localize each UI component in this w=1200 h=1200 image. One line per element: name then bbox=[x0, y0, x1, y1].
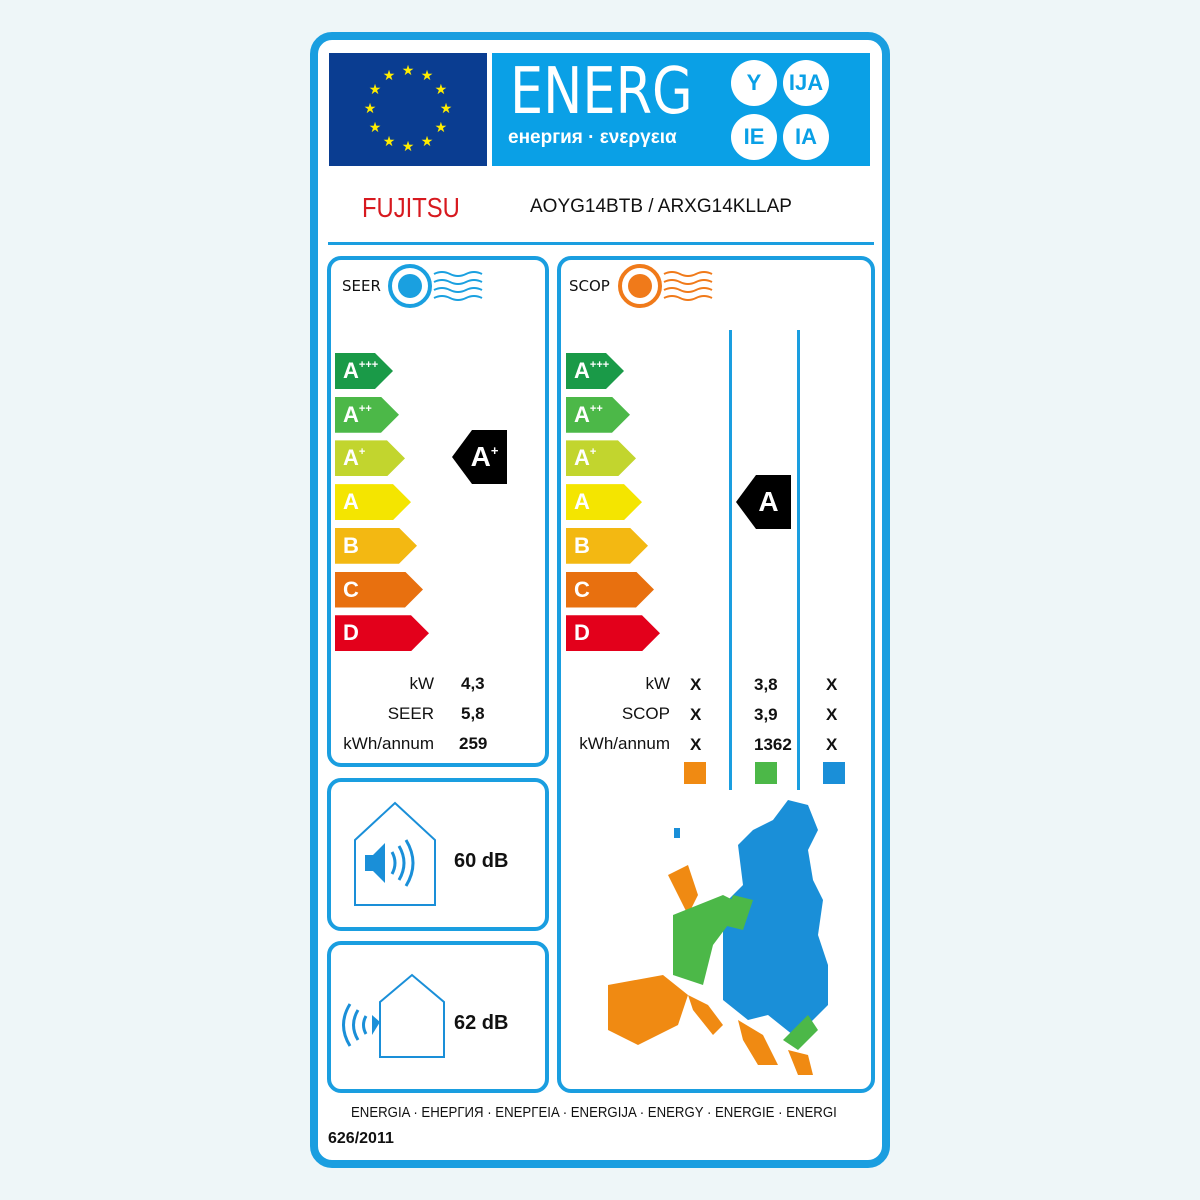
class-sup: + bbox=[589, 446, 597, 459]
scop-title: SCOP bbox=[569, 277, 610, 295]
class-label: A bbox=[574, 445, 590, 471]
class-label: D bbox=[574, 620, 590, 646]
model-number: AOYG14BTB / ARXG14KLLAP bbox=[530, 196, 792, 217]
suffix-ija: IJA bbox=[783, 60, 829, 106]
outdoor-sound-value: 62 dB bbox=[454, 1012, 509, 1034]
suffix-ie: IE bbox=[731, 114, 777, 160]
scop-row-value: X bbox=[690, 675, 702, 694]
scop-row-value: X bbox=[690, 735, 702, 754]
seer-annum-label: kWh/annum bbox=[343, 734, 434, 753]
zone-colder-swatch bbox=[684, 762, 706, 784]
footer-languages: ENERGIA · ЕНЕРГИЯ · ΕΝΕΡΓΕΙΑ · ENERGIJA … bbox=[351, 1104, 837, 1121]
seer-annum-value: 259 bbox=[459, 734, 488, 753]
zone-divider bbox=[797, 330, 800, 790]
seer-rating: A bbox=[470, 441, 491, 472]
star-icon: ★ bbox=[402, 63, 415, 79]
class-sup: ++ bbox=[589, 402, 603, 415]
scop-class-arrow: C bbox=[566, 572, 654, 608]
seer-class-arrow: A bbox=[335, 484, 411, 520]
scop-rating: A bbox=[758, 486, 779, 517]
indoor-sound-value: 60 dB bbox=[454, 850, 509, 872]
eu-stars-icon: ★ ★★★★★★★★★★★ bbox=[364, 63, 453, 155]
scop-class-arrow: B bbox=[566, 528, 648, 564]
seer-title: SEER bbox=[342, 277, 381, 295]
seer-seer-value: 5,8 bbox=[461, 704, 485, 723]
europe-climate-map bbox=[608, 800, 828, 1075]
star-icon: ★ bbox=[383, 68, 396, 84]
eu-flag: ★ ★ ★ ★ ★ ★ ★ ★ ★ ★ ★ ★ bbox=[329, 53, 487, 166]
seer-seer-label: SEER bbox=[387, 704, 434, 723]
star-icon: ★ bbox=[402, 139, 415, 155]
scop-row-value: X bbox=[826, 705, 838, 724]
seer-class-arrow: B bbox=[335, 528, 417, 564]
scop-row-label: SCOP bbox=[621, 704, 670, 723]
energy-subtitle: енергия · ενεργεια bbox=[508, 127, 677, 148]
suffix-y: Y bbox=[731, 60, 777, 106]
scop-class-arrow: A bbox=[566, 484, 642, 520]
scop-row-label: kWh/annum bbox=[579, 734, 670, 753]
zone-warmer-swatch bbox=[823, 762, 845, 784]
class-label: C bbox=[343, 576, 359, 602]
class-label: A bbox=[574, 358, 590, 383]
star-icon: ★ bbox=[369, 120, 382, 136]
class-label: D bbox=[343, 620, 359, 646]
star-icon: ★ bbox=[364, 101, 377, 117]
star-icon: ★ bbox=[440, 101, 453, 117]
indoor-speaker-icon bbox=[354, 801, 436, 906]
outdoor-sound-icon bbox=[342, 973, 445, 1058]
class-label: A bbox=[343, 358, 359, 383]
scop-row-value: X bbox=[690, 705, 702, 724]
class-label: A bbox=[343, 445, 359, 471]
class-sup: + bbox=[358, 446, 366, 459]
heating-fan-icon bbox=[618, 264, 713, 308]
zone-divider bbox=[729, 330, 732, 790]
zone-average-swatch bbox=[755, 762, 777, 784]
star-icon: ★ bbox=[369, 82, 382, 98]
class-label: A bbox=[343, 401, 359, 427]
star-icon: ★ bbox=[383, 134, 396, 150]
star-icon: ★ bbox=[435, 82, 448, 98]
class-label: A bbox=[574, 401, 590, 427]
suffix-ia: IA bbox=[783, 114, 829, 160]
class-sup: +++ bbox=[589, 359, 610, 371]
brand-logo: FUJITSU bbox=[362, 192, 460, 223]
scop-row-value: 3,9 bbox=[754, 705, 778, 724]
scop-class-arrow: D bbox=[566, 615, 660, 651]
class-label: B bbox=[343, 532, 359, 558]
seer-class-arrow: D bbox=[335, 615, 429, 651]
seer-kw-value: 4,3 bbox=[461, 674, 485, 693]
scop-row-label: kW bbox=[645, 674, 670, 693]
class-label: B bbox=[574, 532, 590, 558]
class-label: A bbox=[574, 489, 590, 515]
class-label: A bbox=[343, 489, 359, 515]
seer-rating-sup: + bbox=[490, 442, 499, 458]
seer-class-arrow: C bbox=[335, 572, 423, 608]
scop-row-value: X bbox=[826, 675, 838, 694]
seer-kw-label: kW bbox=[409, 674, 434, 693]
regulation-number: 626/2011 bbox=[328, 1130, 394, 1147]
cooling-fan-icon bbox=[388, 264, 483, 308]
divider bbox=[328, 242, 874, 245]
scop-row-value: 3,8 bbox=[754, 675, 778, 694]
scop-row-value: X bbox=[826, 735, 838, 754]
star-icon: ★ bbox=[421, 68, 434, 84]
class-sup: ++ bbox=[358, 402, 372, 415]
star-icon: ★ bbox=[421, 134, 434, 150]
energy-title: ENERG bbox=[510, 55, 693, 129]
class-sup: +++ bbox=[358, 359, 379, 371]
star-icon: ★ bbox=[435, 120, 448, 136]
scop-row-value: 1362 bbox=[754, 735, 792, 754]
class-label: C bbox=[574, 576, 590, 602]
